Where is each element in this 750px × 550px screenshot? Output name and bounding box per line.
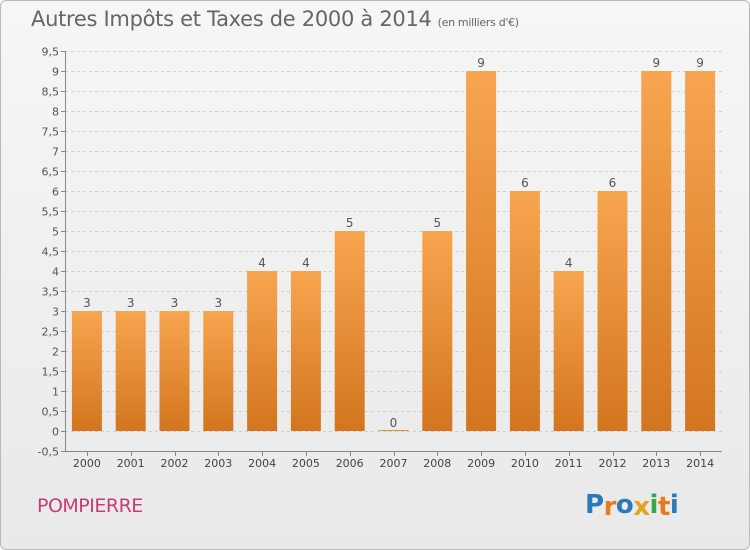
- bar-value-label: 9: [652, 56, 660, 70]
- y-tick-label: -0,5: [38, 446, 59, 459]
- y-tick-label: 8: [52, 106, 59, 119]
- y-tick-label: 4: [52, 266, 59, 279]
- y-axis: -0,5 0 0,5 1 1,5 2 2,5 3 3,5 4 4,5 5 5,5 6 6,5 7 7,5 8 8,5…: [38, 46, 66, 459]
- logo-letter: i: [669, 490, 679, 520]
- y-tick-label: 0: [52, 426, 59, 439]
- x-tick-label: 2010: [511, 457, 539, 470]
- logo-letter: o: [615, 490, 634, 520]
- bar-value-label: 3: [83, 296, 91, 310]
- bar-value-label: 3: [127, 296, 135, 310]
- x-tick-label: 2009: [467, 457, 495, 470]
- x-tick-label: 2005: [292, 457, 320, 470]
- y-tick-label: 6: [52, 186, 59, 199]
- y-tick-label: 0,5: [42, 406, 60, 419]
- bar: [115, 311, 146, 431]
- y-tick-label: 1: [52, 386, 59, 399]
- bar: [334, 231, 365, 431]
- x-tick-label: 2002: [161, 457, 189, 470]
- bar: [71, 311, 102, 431]
- x-tick-label: 2013: [642, 457, 670, 470]
- y-tick-label: 7,5: [42, 126, 60, 139]
- x-tick-label: 2014: [686, 457, 714, 470]
- y-tick-label: 9: [52, 66, 59, 79]
- y-tick-label: 3: [52, 306, 59, 319]
- bar: [466, 71, 497, 431]
- bars: 3 3 3 3 4 4 5 0 5 9 6 4 6 9 9: [71, 56, 716, 431]
- x-tick-label: 2004: [248, 457, 276, 470]
- bar: [685, 71, 716, 431]
- unit-note: (en milliers d'€): [437, 16, 519, 29]
- bar: [159, 311, 190, 431]
- x-tick-label: 2003: [204, 457, 232, 470]
- x-axis: 2000 2001 2002 2003 2004 2005 2006 2007 2008 2009…: [65, 451, 722, 470]
- x-tick-label: 2011: [555, 457, 583, 470]
- logo-letter: r: [603, 492, 617, 522]
- y-tick-label: 9,5: [42, 46, 60, 59]
- bar: [378, 430, 409, 431]
- x-tick-label: 2006: [336, 457, 364, 470]
- bar-value-label: 5: [433, 216, 441, 230]
- bar-value-label: 9: [477, 56, 485, 70]
- bar-value-label: 5: [346, 216, 354, 230]
- bar-value-label: 4: [302, 256, 310, 270]
- x-tick-label: 2007: [380, 457, 408, 470]
- x-tick-label: 2000: [73, 457, 101, 470]
- chart-title: Autres Impôts et Taxes de 2000 à 2014 (en…: [31, 7, 519, 31]
- logo-letter: i: [649, 490, 659, 520]
- bar: [509, 191, 540, 431]
- y-tick-label: 2,5: [42, 326, 60, 339]
- bar: [290, 271, 321, 431]
- logo-letter: t: [657, 492, 670, 522]
- bar: [247, 271, 278, 431]
- bar: [422, 231, 453, 431]
- commune-name: POMPIERRE: [37, 495, 143, 517]
- bar-value-label: 6: [609, 176, 617, 190]
- bar-value-label: 9: [696, 56, 704, 70]
- bar: [597, 191, 628, 431]
- chart-title-text: Autres Impôts et Taxes de 2000 à 2014: [31, 7, 432, 31]
- y-tick-label: 5,5: [42, 206, 60, 219]
- bar-value-label: 4: [258, 256, 266, 270]
- x-tick-label: 2008: [423, 457, 451, 470]
- y-tick-label: 5: [52, 226, 59, 239]
- bar: [641, 71, 672, 431]
- bar-value-label: 4: [565, 256, 573, 270]
- proxiti-logo: Proxiti: [585, 490, 679, 522]
- x-tick-label: 2012: [599, 457, 627, 470]
- y-tick-label: 2: [52, 346, 59, 359]
- bar: [203, 311, 234, 431]
- y-tick-label: 8,5: [42, 86, 60, 99]
- bar-value-label: 0: [390, 416, 398, 430]
- y-tick-label: 6,5: [42, 166, 60, 179]
- bar-value-label: 3: [214, 296, 222, 310]
- bar-value-label: 3: [171, 296, 179, 310]
- logo-letter: x: [633, 492, 650, 522]
- y-tick-label: 7: [52, 146, 59, 159]
- y-tick-label: 4,5: [42, 246, 60, 259]
- x-tick-label: 2001: [117, 457, 145, 470]
- bar-value-label: 6: [521, 176, 529, 190]
- bar: [553, 271, 584, 431]
- logo-letter: P: [585, 490, 604, 520]
- y-tick-label: 1,5: [42, 366, 60, 379]
- y-tick-label: 3,5: [42, 286, 60, 299]
